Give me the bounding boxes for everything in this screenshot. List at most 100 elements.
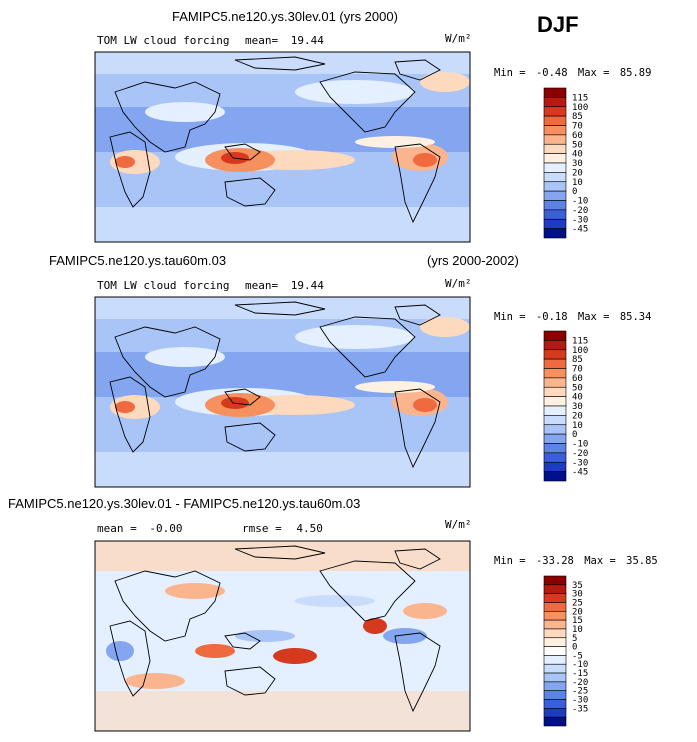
panel-3-min-label: Min = bbox=[494, 555, 526, 567]
colorbar-swatch bbox=[543, 690, 567, 700]
colorbar-swatch bbox=[543, 396, 567, 407]
colorbar-swatch bbox=[543, 97, 567, 108]
panel-1-mean: mean= 19.44 bbox=[245, 34, 324, 47]
colorbar-swatch bbox=[543, 87, 567, 98]
colorbar-tick-label: -10 bbox=[572, 440, 588, 450]
colorbar-swatch bbox=[543, 349, 567, 360]
colorbar-swatch bbox=[543, 619, 567, 630]
colorbar-tick-label: -25 bbox=[572, 687, 588, 697]
panel-3-mean: mean = -0.00 bbox=[97, 522, 183, 535]
colorbar-tick-label: 100 bbox=[572, 103, 588, 113]
colorbar-swatch bbox=[543, 200, 567, 211]
panel-1-variable: TOM LW cloud forcing bbox=[97, 34, 230, 47]
colorbar-tick-label: 60 bbox=[572, 374, 583, 384]
panel-1-min-label: Min = bbox=[494, 67, 526, 79]
colorbar-swatch bbox=[543, 218, 567, 229]
colorbar-tick-label: 70 bbox=[572, 122, 583, 132]
colorbar-tick-label: 35 bbox=[572, 581, 583, 591]
colorbar-swatch bbox=[543, 471, 567, 482]
panel-1-map bbox=[94, 51, 471, 243]
panel-1-mean-label: mean= bbox=[245, 34, 279, 47]
panel-1-title: FAMIPC5.ne120.ys.30lev.01 (yrs 2000) bbox=[172, 9, 398, 24]
colorbar-swatch bbox=[543, 228, 567, 239]
colorbar-swatch bbox=[543, 405, 567, 416]
colorbar-tick-label: 20 bbox=[572, 168, 583, 178]
panel-2-mean-label: mean= bbox=[245, 279, 279, 292]
panel-3-mean-value: -0.00 bbox=[149, 522, 183, 535]
colorbar-tick-label: -30 bbox=[572, 696, 588, 706]
colorbar-tick-label: -45 bbox=[572, 468, 588, 478]
panel-2-title: FAMIPC5.ne120.ys.tau60m.03 bbox=[49, 253, 227, 268]
colorbar-swatch bbox=[543, 646, 567, 656]
panel-2-max-value: 85.34 bbox=[619, 311, 652, 323]
colorbar-tick-label: -10 bbox=[572, 197, 588, 207]
colorbar-tick-label: 70 bbox=[572, 365, 583, 375]
colorbar-swatch bbox=[543, 708, 567, 718]
colorbar-swatch bbox=[543, 610, 567, 621]
colorbar-tick-label: 30 bbox=[572, 159, 583, 169]
colorbar-swatch bbox=[543, 637, 567, 647]
colorbar-swatch bbox=[543, 134, 567, 145]
colorbar-swatch bbox=[543, 655, 567, 665]
colorbar-tick-label: 25 bbox=[572, 598, 583, 608]
panel-3-minmax: Min = -33.28 Max = 35.85 bbox=[494, 555, 658, 567]
colorbar-swatch bbox=[543, 172, 567, 183]
colorbar-swatch bbox=[543, 424, 567, 435]
panel-1-mean-value: 19.44 bbox=[290, 34, 324, 47]
colorbar-tick-label: 50 bbox=[572, 140, 583, 150]
colorbar-tick-label: 100 bbox=[572, 346, 588, 356]
colorbar-tick-label: 10 bbox=[572, 178, 583, 188]
colorbar-swatch bbox=[543, 143, 567, 154]
colorbar-tick-label: 40 bbox=[572, 393, 583, 403]
colorbar-tick-label: 60 bbox=[572, 131, 583, 141]
colorbar-tick-label: 0 bbox=[572, 430, 577, 440]
colorbar-swatch bbox=[543, 115, 567, 126]
panel-2-mean: mean= 19.44 bbox=[245, 279, 324, 292]
colorbar-swatch bbox=[543, 386, 567, 397]
colorbar-swatch bbox=[543, 415, 567, 426]
panel-1-max-label: Max = bbox=[577, 67, 610, 79]
colorbar-swatch bbox=[543, 181, 567, 192]
panel-3-max-label: Max = bbox=[584, 555, 616, 567]
colorbar-swatch bbox=[543, 699, 567, 709]
panel-3-rmse-value: 4.50 bbox=[296, 522, 323, 535]
colorbar-tick-label: -35 bbox=[572, 704, 588, 714]
colorbar-swatch bbox=[543, 125, 567, 136]
panel-3-title: FAMIPC5.ne120.ys.30lev.01 - FAMIPC5.ne12… bbox=[8, 496, 361, 511]
colorbar-tick-label: 85 bbox=[572, 112, 583, 122]
colorbar-tick-label: -20 bbox=[572, 206, 588, 216]
colorbar-swatch bbox=[543, 377, 567, 388]
panel-2-max-label: Max = bbox=[577, 311, 610, 323]
colorbar-tick-label: 30 bbox=[572, 402, 583, 412]
panel-1-minmax: Min = -0.48 Max = 85.89 bbox=[494, 67, 651, 79]
colorbar-swatch bbox=[543, 461, 567, 472]
colorbar-swatch bbox=[543, 433, 567, 444]
panel-2-units: W/m² bbox=[445, 277, 472, 290]
colorbar-swatch bbox=[543, 443, 567, 454]
colorbar-swatch bbox=[543, 368, 567, 379]
colorbar-swatch bbox=[543, 106, 567, 117]
colorbar-tick-label: 115 bbox=[572, 336, 588, 346]
colorbar-swatch bbox=[543, 716, 567, 727]
colorbar-tick-label: -20 bbox=[572, 678, 588, 688]
colorbar-tick-label: -30 bbox=[572, 458, 588, 468]
colorbar-tick-label: -30 bbox=[572, 215, 588, 225]
panel-2-min-label: Min = bbox=[494, 311, 526, 323]
panel-1-units: W/m² bbox=[445, 32, 472, 45]
colorbar-tick-label: 115 bbox=[572, 93, 588, 103]
colorbar-swatch bbox=[543, 681, 567, 692]
colorbar-tick-label: 30 bbox=[572, 590, 583, 600]
colorbar-swatch bbox=[543, 593, 567, 603]
colorbar-swatch bbox=[543, 663, 567, 674]
panel-1-max-value: 85.89 bbox=[619, 67, 652, 79]
panel-3-rmse-label: rmse = bbox=[242, 522, 282, 535]
colorbar-swatch bbox=[543, 628, 567, 639]
colorbar-tick-label: 15 bbox=[572, 616, 583, 626]
panel-1-min-value: -0.48 bbox=[535, 67, 568, 79]
season-label: DJF bbox=[537, 12, 579, 37]
panel-2-minmax: Min = -0.18 Max = 85.34 bbox=[494, 311, 651, 323]
panel-3-min-value: -33.28 bbox=[535, 555, 574, 567]
